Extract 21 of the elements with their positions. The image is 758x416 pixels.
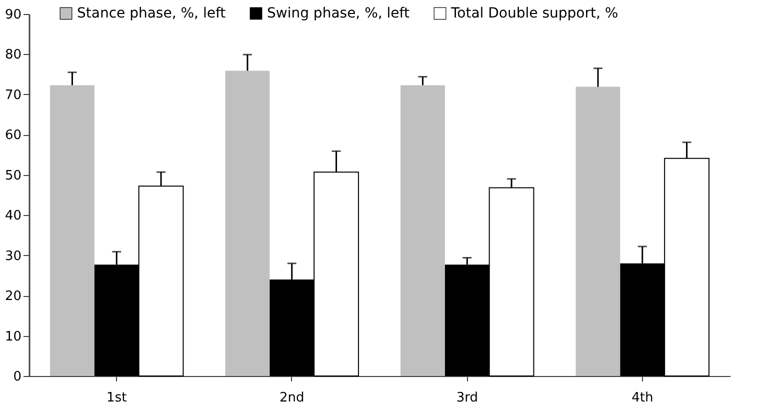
bar [400, 85, 445, 376]
x-tick-label: 2nd [279, 390, 304, 406]
y-tick-label: 90 [4, 8, 22, 22]
y-tick-label: 20 [4, 289, 22, 304]
y-tick-label: 40 [4, 208, 22, 224]
legend-label: Total Double support, % [450, 5, 618, 22]
legend-label: Stance phase, %, left [77, 5, 226, 22]
y-tick-label: 60 [4, 128, 22, 144]
y-tick-label: 0 [13, 370, 22, 384]
x-tick-label: 4th [632, 390, 654, 406]
bar [576, 86, 620, 376]
x-tick-label: 1st [106, 390, 127, 406]
bar [50, 85, 94, 376]
x-tick-label: 3rd [456, 390, 478, 406]
y-tick-label: 70 [4, 88, 22, 103]
y-tick-label: 80 [4, 48, 22, 63]
y-tick-label: 10 [4, 329, 22, 344]
y-tick-label: 50 [4, 168, 22, 184]
bar [225, 70, 270, 376]
y-tick-label: 30 [4, 248, 22, 264]
legend-label: Swing phase, %, left [267, 5, 410, 22]
